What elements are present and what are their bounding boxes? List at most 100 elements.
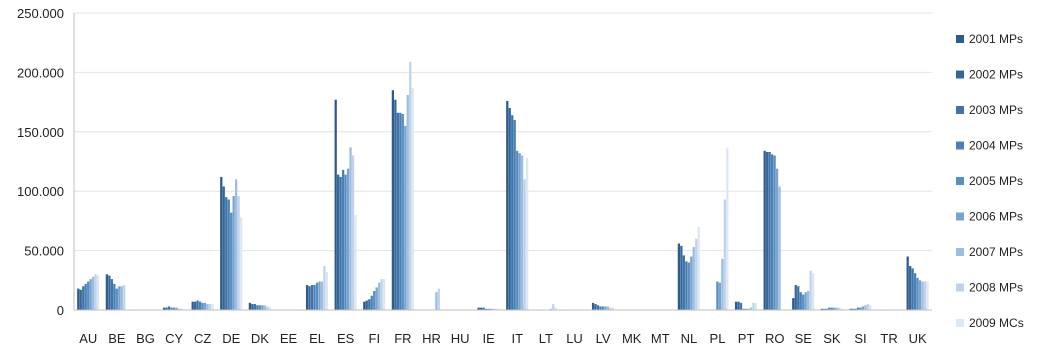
bar-ie-2001-mps [477,307,480,310]
bar-sk-2008-mps [838,307,841,310]
bar-nl-2009-mcs [697,226,700,310]
bar-be-2002-mps [108,275,111,310]
bar-el-2003-mps [310,285,314,310]
bar-be-2001-mps [105,274,109,310]
bar-nl-2005-mps [687,262,690,310]
bar-de-2004-mps [227,199,230,310]
bar-fi-2006-mps [375,287,378,310]
x-tick-label: MK [622,331,642,346]
bar-ie-2002-mps [480,307,483,310]
y-tick-label: 250.000 [17,6,64,21]
bar-cy-2008-mps [180,308,183,310]
y-tick-label: 150.000 [17,125,64,140]
x-tick-label: AU [79,331,97,346]
bar-lv-2005-mps [601,306,605,310]
bar-be-2004-mps [113,283,116,310]
bar-au-2009-mcs [96,275,100,310]
x-tick-label: EE [280,331,298,346]
bar-be-2005-mps [115,288,118,310]
x-tick-label: PL [710,331,726,346]
legend-label: 2003 MPs [969,103,1023,117]
bar-fr-2004-mps [399,112,402,310]
bar-nl-2008-mps [695,238,698,310]
x-tick-label: LU [566,331,583,346]
bar-cy-2004-mps [170,307,173,310]
bar-fr-2002-mps [394,99,397,310]
x-tick-label: NL [681,331,698,346]
x-tick-label: LT [539,331,553,346]
bar-es-2006-mps [346,168,350,310]
bar-it-2003-mps [511,115,514,310]
bar-pt-2005-mps [744,308,748,310]
bar-fi-2007-mps [378,282,381,310]
bar-ro-2007-mps [778,186,781,310]
bar-nl-2003-mps [682,255,685,310]
bar-sk-2003-mps [825,308,828,310]
bar-uk-2007-mps [921,281,924,310]
x-tick-label: CY [165,331,183,346]
bar-it-2006-mps [518,153,521,310]
y-tick-label: 200.000 [17,65,64,80]
bar-cz-2007-mps [206,304,209,310]
bar-ie-2003-mps [482,307,485,310]
bar-ie-2004-mps [484,308,488,310]
bar-pt-2009-mcs [754,302,758,310]
x-tick-label: HR [422,331,441,346]
bar-uk-2009-mcs [926,281,929,310]
bar-uk-2002-mps [909,266,912,310]
bar-sk-2004-mps [828,307,831,310]
legend-label: 2005 MPs [969,174,1023,188]
bar-el-2004-mps [313,285,316,310]
bar-sk-2009-mcs [840,308,843,310]
bar-uk-2001-mps [906,256,909,310]
bar-ie-2009-mcs [497,308,500,310]
x-tick-label: IE [483,331,496,346]
bar-el-2002-mps [308,286,311,310]
legend-swatch [956,177,964,185]
bar-dk-2003-mps [253,304,256,310]
bar-fr-2005-mps [401,113,404,310]
bar-be-2007-mps [120,286,123,310]
bar-pl-2005-mps [716,281,719,310]
bar-se-2001-mps [792,298,795,310]
bar-pl-2006-mps [718,282,722,310]
bar-fr-2001-mps [391,90,395,310]
y-tick-label: 100.000 [17,184,64,199]
bar-si-2008-mps [866,304,869,310]
bar-nl-2002-mps [680,245,683,310]
legend-label: 2004 MPs [969,139,1023,153]
bar-fi-2001-mps [363,301,366,310]
x-tick-label: SK [823,331,841,346]
bar-ro-2005-mps [773,155,776,310]
bar-cy-2002-mps [165,307,168,310]
bar-ie-2007-mps [492,308,495,310]
bar-fr-2008-mps [409,61,412,311]
bar-fr-2009-mcs [411,87,414,310]
bar-cy-2006-mps [175,307,178,310]
bar-es-2007-mps [349,147,352,310]
bar-el-2001-mps [305,285,309,310]
bar-cz-2005-mps [201,302,204,310]
bar-cz-2001-mps [191,301,194,310]
legend-swatch [956,319,964,327]
bar-dk-2005-mps [258,305,261,310]
bar-cz-2006-mps [203,302,207,310]
bar-sk-2007-mps [835,307,838,310]
bar-pt-2002-mps [737,301,740,310]
bar-sk-2001-mps [820,308,824,310]
bar-dk-2009-mcs [268,306,271,310]
bar-lv-2007-mps [606,306,610,310]
bar-el-2008-mps [323,266,326,310]
legend-swatch [956,106,964,114]
bar-se-2004-mps [799,292,802,310]
bar-it-2004-mps [513,119,516,310]
bar-dk-2002-mps [251,304,254,310]
x-tick-label: IT [512,331,524,346]
legend-label: 2006 MPs [969,210,1023,224]
x-tick-label: SI [854,331,866,346]
bar-lv-2009-mcs [611,307,615,310]
bar-si-2007-mps [864,305,867,310]
bar-dk-2006-mps [261,305,264,310]
bar-pt-2004-mps [742,308,745,310]
bar-fr-2006-mps [404,125,407,310]
